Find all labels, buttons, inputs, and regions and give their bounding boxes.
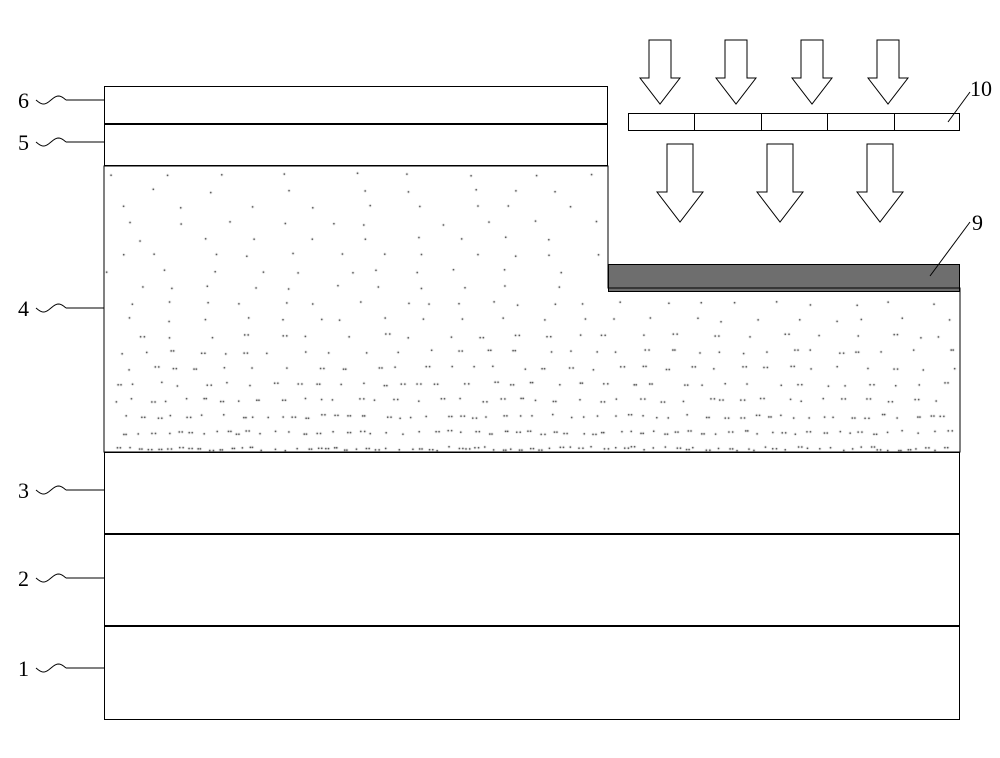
label-4: 4: [18, 296, 29, 322]
label-2: 2: [18, 566, 29, 592]
grating-cell: [894, 113, 960, 131]
label-5: 5: [18, 130, 29, 156]
layer-4-patterned: [104, 166, 960, 452]
layer-5: [104, 124, 608, 166]
label-9: 9: [972, 210, 983, 236]
label-6: 6: [18, 88, 29, 114]
grating-cell: [628, 113, 695, 131]
grating-cell: [827, 113, 894, 131]
layer-2: [104, 534, 960, 626]
region-9-bar: [608, 264, 960, 292]
grating-strip-10: [628, 113, 960, 131]
label-10: 10: [970, 76, 992, 102]
grating-cell: [694, 113, 761, 131]
label-3: 3: [18, 478, 29, 504]
label-1: 1: [18, 656, 29, 682]
grating-cell: [761, 113, 828, 131]
layer-1-substrate: [104, 626, 960, 720]
layer-3: [104, 452, 960, 534]
layer-6-top: [104, 86, 608, 124]
